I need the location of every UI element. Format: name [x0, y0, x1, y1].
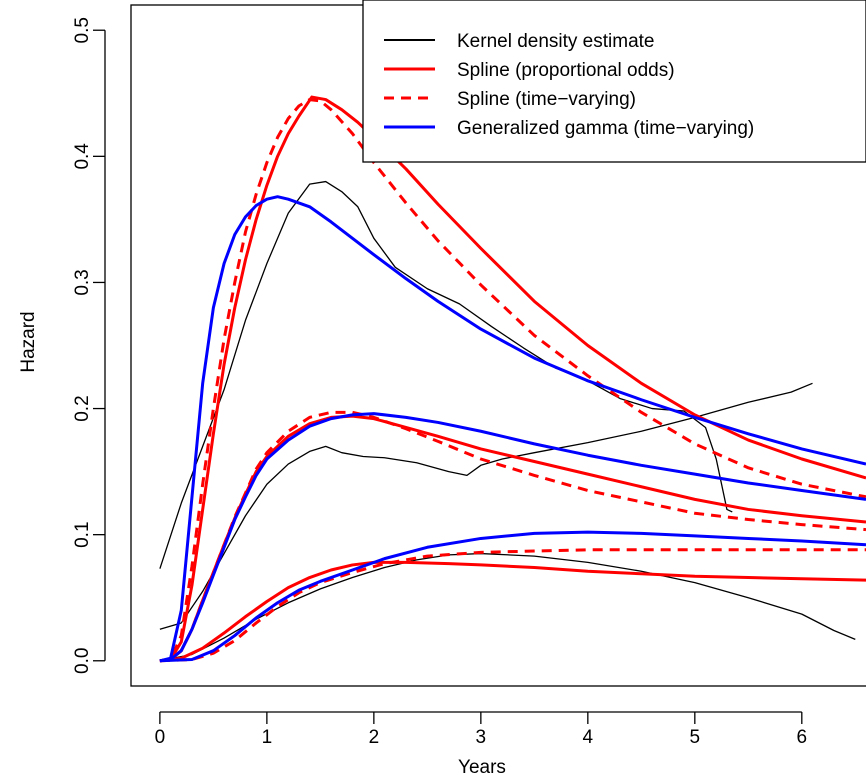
- series-line-spline_tv-6: [159, 98, 866, 663]
- series-line-spline_tv-8: [159, 548, 866, 663]
- y-tick-label: 0.3: [72, 269, 93, 295]
- y-tick-label: 0.1: [72, 521, 93, 547]
- series-layer: [159, 95, 866, 663]
- legend-label: Kernel density estimate: [457, 31, 655, 52]
- x-tick-label: 1: [262, 727, 273, 748]
- series-line-kernel-0: [159, 180, 733, 569]
- y-tick-label: 0.2: [72, 395, 93, 421]
- series-line-spline_po-3: [159, 95, 866, 663]
- x-tick-label: 3: [476, 727, 487, 748]
- y-tick-label: 0.0: [72, 648, 93, 674]
- y-tick-label: 0.4: [72, 143, 93, 170]
- y-axis-title: Hazard: [18, 311, 39, 372]
- legend-label: Generalized gamma (time−varying): [457, 118, 754, 139]
- legend-label: Spline (proportional odds): [457, 60, 675, 81]
- series-line-kernel-2: [159, 552, 856, 662]
- x-tick-label: 6: [797, 727, 808, 748]
- series-line-gengamma-10: [159, 412, 866, 663]
- x-tick-label: 5: [690, 727, 701, 748]
- series-line-gengamma-9: [159, 195, 866, 663]
- x-tick-label: 2: [369, 727, 380, 748]
- legend-box: [362, 0, 866, 163]
- legend: Kernel density estimate Spline (proportio…: [362, 0, 866, 163]
- series-line-gengamma-11: [159, 530, 866, 663]
- y-tick-label: 0.5: [72, 17, 93, 43]
- series-line-spline_tv-7: [159, 410, 866, 663]
- series-line-kernel-1: [159, 382, 813, 630]
- x-tick-label: 0: [155, 727, 166, 748]
- x-tick-label: 4: [583, 727, 594, 748]
- legend-label: Spline (time−varying): [457, 89, 636, 110]
- x-axis-title: Years: [458, 757, 506, 778]
- x-axis: 0 1 2 3 4 5 6: [155, 711, 808, 748]
- y-axis: 0.0 0.1 0.2 0.3 0.4 0.5: [72, 17, 106, 674]
